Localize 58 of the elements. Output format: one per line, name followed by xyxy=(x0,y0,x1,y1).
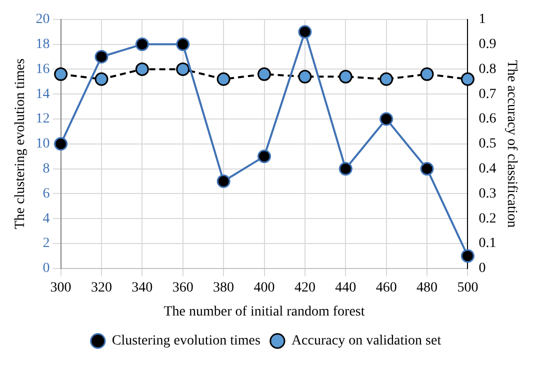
point xyxy=(338,70,352,84)
point xyxy=(216,72,230,86)
y2-tick-label: 0.9 xyxy=(478,36,496,52)
x-tick-label: 480 xyxy=(416,280,438,296)
y-tick-label: 18 xyxy=(36,36,50,52)
point xyxy=(298,25,312,39)
y-tick-label: 4 xyxy=(42,211,50,226)
point xyxy=(135,38,149,52)
point xyxy=(176,38,190,52)
y-tick-label: 10 xyxy=(36,136,50,152)
y-tick-label: 16 xyxy=(36,62,50,77)
y2-tick-label: 0 xyxy=(478,261,486,276)
x-tick-label: 340 xyxy=(132,280,153,296)
x-tick-label: 320 xyxy=(90,280,112,296)
legend-label: Clustering evolution times xyxy=(112,334,260,349)
point xyxy=(298,70,312,84)
point xyxy=(420,162,434,176)
point xyxy=(258,150,271,164)
point xyxy=(380,72,394,86)
x-axis-title: The number of initial random forest xyxy=(164,304,365,320)
y2-tick-label: 0.4 xyxy=(478,161,496,176)
y2-tick-label: 0.2 xyxy=(478,211,496,226)
y-tick-label: 8 xyxy=(42,161,50,176)
y2-tick-label: 0.7 xyxy=(478,86,496,102)
y2-tick-label: 1 xyxy=(478,12,486,28)
point xyxy=(216,174,230,188)
x-tick-label: 460 xyxy=(376,280,397,296)
y-axis-title: The clustering evolution times xyxy=(13,58,28,230)
point xyxy=(94,72,108,86)
point xyxy=(460,72,474,86)
y2-tick-label: 0.1 xyxy=(478,236,496,252)
legend-label: Accuracy on validation set xyxy=(291,334,442,349)
x-tick-label: 400 xyxy=(254,280,275,296)
x-tick-label: 300 xyxy=(50,280,72,296)
y-tick-label: 20 xyxy=(36,12,50,28)
y-tick-label: 12 xyxy=(36,112,50,127)
y-tick-label: 0 xyxy=(42,261,50,276)
y-tick-label: 2 xyxy=(42,236,50,252)
point xyxy=(460,249,474,263)
y2-tick-label: 0.3 xyxy=(478,186,496,202)
x-tick-label: 500 xyxy=(457,280,478,296)
point xyxy=(135,62,149,76)
point xyxy=(338,162,352,176)
y2-tick-label: 0.8 xyxy=(478,62,496,77)
x-tick-label: 440 xyxy=(335,280,356,296)
y2-tick-label: 0.6 xyxy=(478,112,496,127)
point xyxy=(380,112,394,126)
y2-axis-title: The accuracy of classification xyxy=(504,60,519,228)
y2-tick-label: 0.5 xyxy=(478,136,496,152)
point xyxy=(176,62,190,76)
point xyxy=(420,67,434,81)
y-tick-label: 14 xyxy=(36,86,50,102)
x-tick-label: 420 xyxy=(294,280,316,296)
x-tick-label: 380 xyxy=(213,280,234,296)
point xyxy=(94,50,108,64)
point xyxy=(258,67,271,81)
x-tick-label: 360 xyxy=(172,280,194,296)
y-tick-label: 6 xyxy=(42,186,50,202)
